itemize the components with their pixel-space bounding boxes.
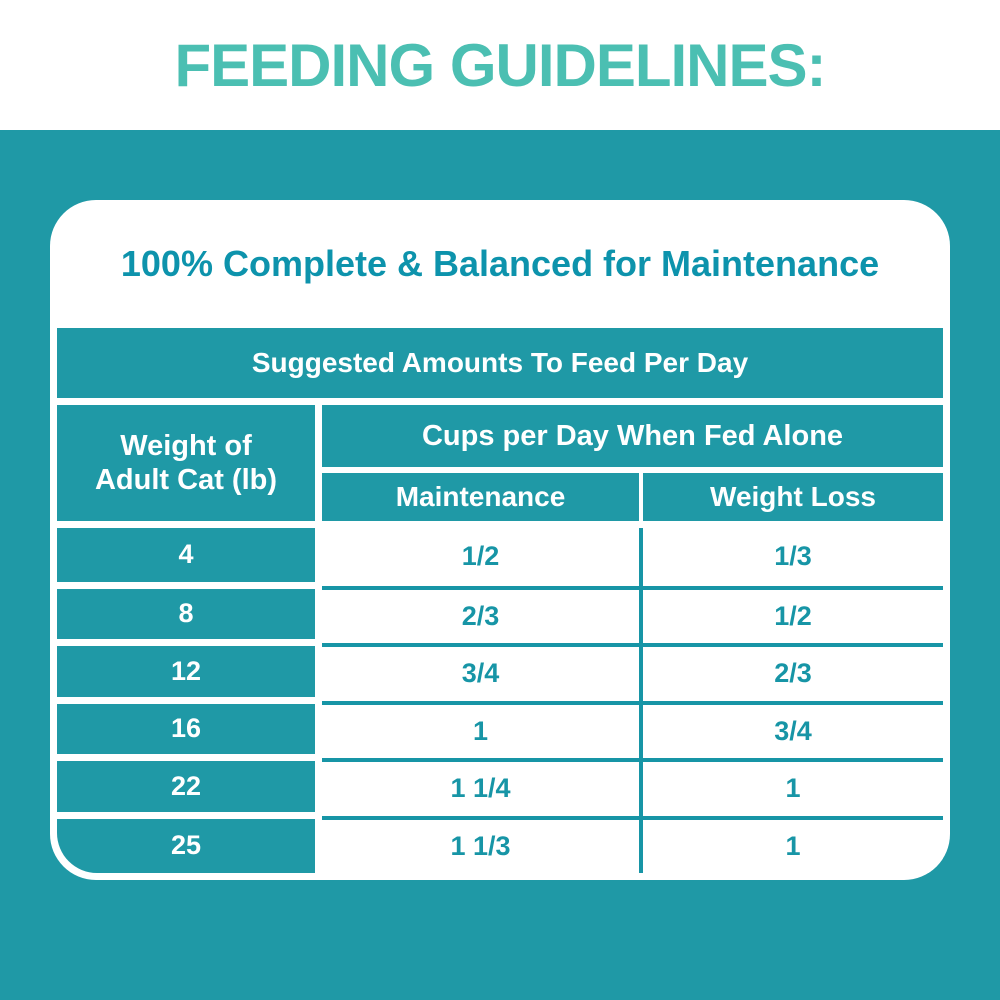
maintenance-cell: 1	[322, 700, 639, 758]
weight-column-header: Weight of Adult Cat (lb)	[57, 405, 315, 521]
weight-loss-cell: 1/2	[639, 585, 943, 643]
feeding-guidelines-card: 100% Complete & Balanced for Maintenance…	[50, 200, 950, 880]
sub-header-row: Maintenance Weight Loss	[322, 473, 943, 521]
weight-cell: 16	[57, 703, 315, 754]
cups-header-group: Cups per Day When Fed Alone Maintenance …	[322, 405, 943, 521]
weight-loss-cell: 2/3	[639, 643, 943, 701]
table-banner: Suggested Amounts To Feed Per Day	[57, 328, 943, 398]
weight-loss-cell: 1	[639, 815, 943, 873]
weight-loss-cell: 1	[639, 758, 943, 816]
maintenance-cell: 1 1/4	[322, 758, 639, 816]
maintenance-cell: 1/2	[322, 528, 639, 586]
page-title: FEEDING GUIDELINES:	[174, 31, 826, 99]
weight-loss-cell: 3/4	[639, 700, 943, 758]
maintenance-cell: 1 1/3	[322, 815, 639, 873]
table-body: 4 8 12 16 22 25 1/2 1/3 2/3 1/2 3/4 2/3 …	[57, 528, 943, 873]
weight-loss-column-header: Weight Loss	[643, 473, 943, 521]
maintenance-cell: 2/3	[322, 585, 639, 643]
weight-header-line1: Weight of	[120, 430, 252, 462]
maintenance-column-header: Maintenance	[322, 473, 639, 521]
weight-cell: 12	[57, 646, 315, 697]
maintenance-cell: 3/4	[322, 643, 639, 701]
card-heading: 100% Complete & Balanced for Maintenance	[120, 243, 880, 284]
weight-loss-cell: 1/3	[639, 528, 943, 586]
top-band: FEEDING GUIDELINES:	[0, 0, 1000, 130]
weight-cell: 25	[57, 818, 315, 873]
weight-header-line2: Adult Cat (lb)	[94, 464, 277, 496]
weight-cell: 8	[57, 588, 315, 639]
table-header-row: Weight of Adult Cat (lb) Cups per Day Wh…	[57, 405, 943, 521]
weight-cell: 4	[57, 528, 315, 582]
weight-cell: 22	[57, 761, 315, 812]
feeding-table: Suggested Amounts To Feed Per Day Weight…	[57, 328, 943, 873]
cups-group-header: Cups per Day When Fed Alone	[322, 405, 943, 467]
